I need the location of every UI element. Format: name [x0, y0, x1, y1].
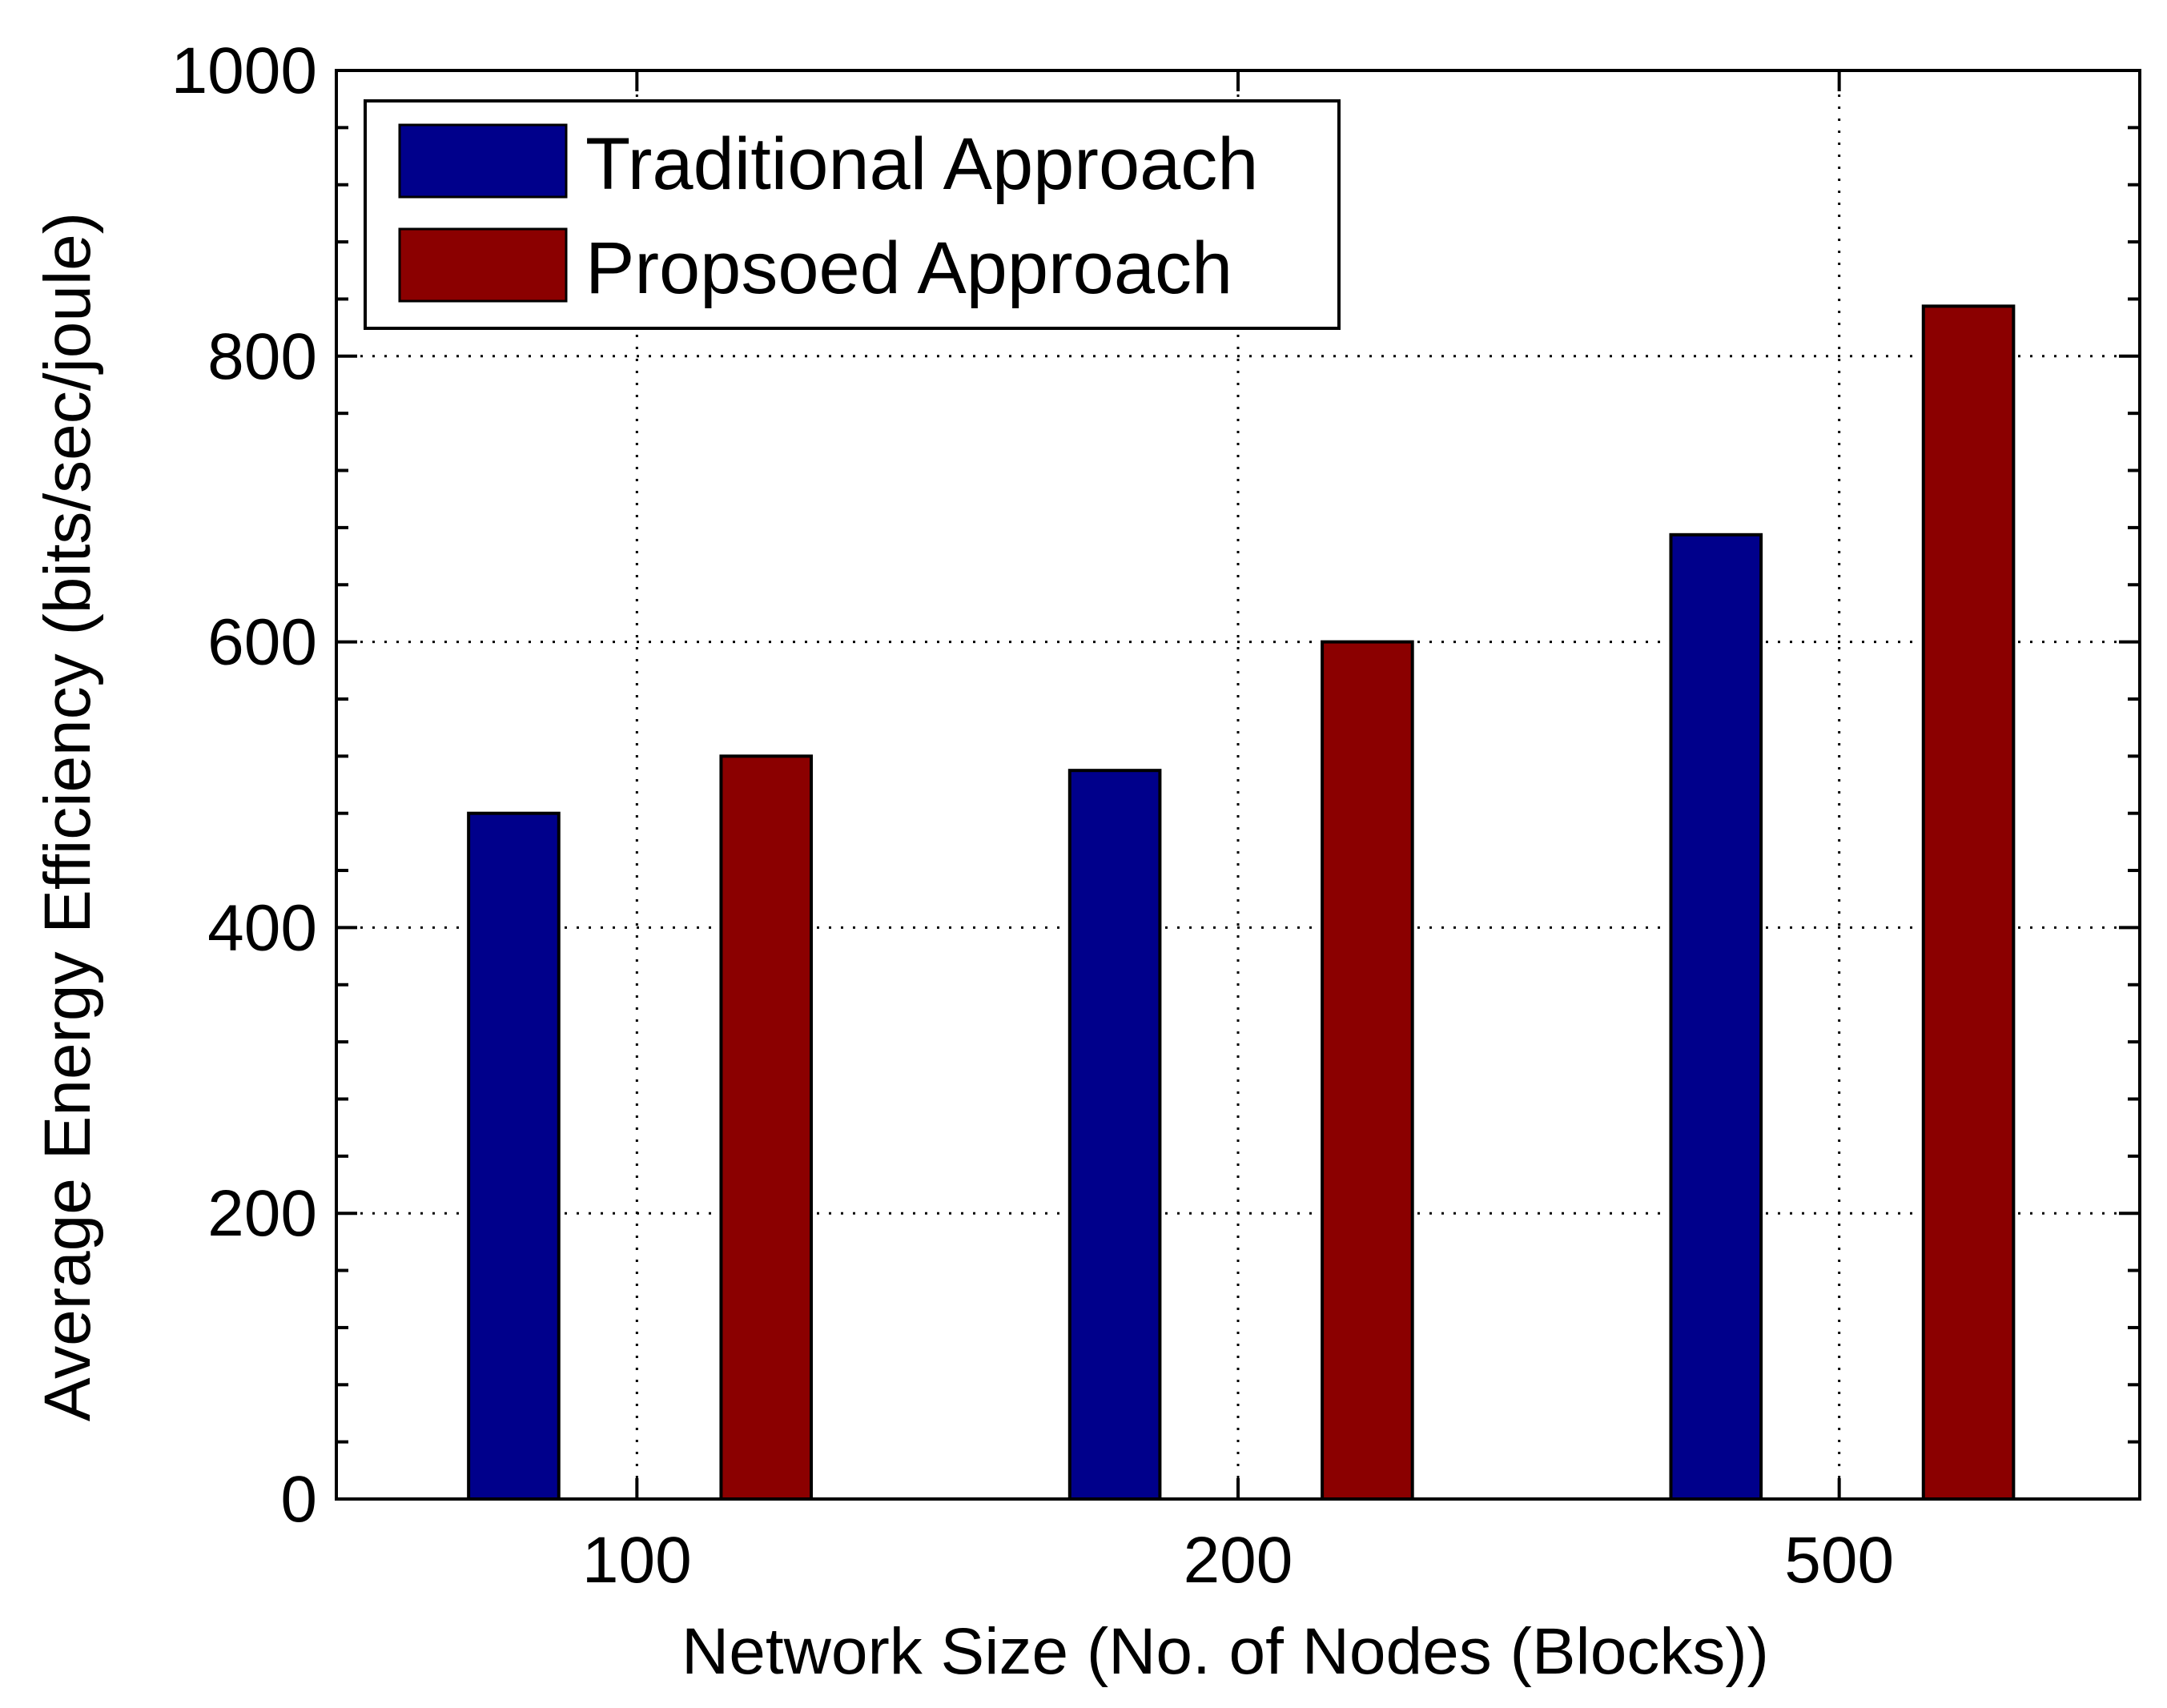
legend-label-proposed: Propsoed Approach: [585, 227, 1232, 309]
y-tick-label-200: 200: [207, 1177, 317, 1250]
legend: Traditional Approach Propsoed Approach: [364, 99, 1341, 330]
bar-series1-100: [719, 754, 814, 1501]
x-tick-label-500: 500: [1784, 1524, 1894, 1597]
y-tick-label-1000: 1000: [171, 34, 317, 107]
bar-series0-100: [467, 811, 561, 1501]
legend-label-traditional: Traditional Approach: [585, 123, 1258, 205]
bar-series1-200: [1321, 640, 1414, 1501]
tick-labels: 0 200 400 600 800 1000 100 200 500: [171, 34, 1895, 1597]
x-axis-title: Network Size (No. of Nodes (Blocks)): [681, 1615, 1769, 1688]
axis-ticks: [336, 69, 2140, 1501]
y-tick-label-800: 800: [207, 320, 317, 393]
y-tick-label-0: 0: [280, 1463, 317, 1536]
y-tick-label-400: 400: [207, 891, 317, 964]
y-tick-label-600: 600: [207, 606, 317, 679]
x-tick-label-200: 200: [1184, 1524, 1293, 1597]
bar-series0-500: [1669, 532, 1763, 1501]
x-tick-label-100: 100: [582, 1524, 692, 1597]
bar-series0-200: [1067, 769, 1162, 1501]
bars: [467, 304, 2016, 1501]
bar-series1-500: [1921, 304, 2016, 1501]
y-axis-title: Average Energy Efficiency (bits/sec/joul…: [31, 212, 104, 1421]
legend-swatch-proposed: [398, 227, 568, 303]
grid-lines: [336, 70, 2140, 1499]
legend-swatch-traditional: [398, 123, 568, 199]
